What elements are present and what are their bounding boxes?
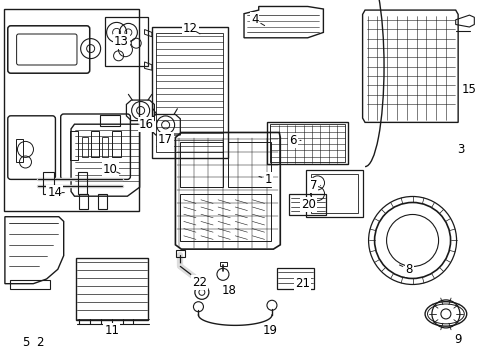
Text: 7: 7 [310,179,318,192]
Text: 10: 10 [103,163,118,176]
Bar [16,139,23,162]
Bar [267,122,348,164]
Bar [4,9,139,211]
Text: 6: 6 [289,134,297,147]
Text: 13: 13 [114,35,129,48]
Text: 16: 16 [139,118,153,131]
Text: 1: 1 [265,173,272,186]
Bar [105,17,148,66]
Bar [91,131,99,157]
Bar [156,33,223,152]
Bar [10,280,50,289]
Bar [220,262,227,266]
Text: 12: 12 [183,22,197,35]
Bar [176,250,185,257]
Text: 8: 8 [405,263,413,276]
Text: 22: 22 [193,276,207,289]
Text: 19: 19 [263,324,278,337]
Text: 21: 21 [295,277,310,290]
Bar [79,194,88,209]
Bar [311,174,358,213]
Text: 3: 3 [457,143,465,156]
Bar [152,27,228,158]
Text: 20: 20 [301,198,316,211]
Bar [306,170,363,217]
Bar [277,268,314,289]
Text: 18: 18 [222,284,237,297]
Bar [82,137,88,157]
Text: 2: 2 [36,336,44,349]
Bar [70,131,78,160]
Text: 4: 4 [251,13,259,26]
Bar [180,194,271,241]
Bar [270,124,345,162]
Bar [289,194,326,215]
Text: 9: 9 [454,333,462,346]
Bar [228,142,271,187]
Text: 15: 15 [462,83,477,96]
Bar [180,142,223,187]
Bar [76,258,148,320]
Text: 5: 5 [22,336,29,349]
Bar [100,115,120,126]
Bar [98,194,107,209]
Text: 14: 14 [48,186,62,199]
Bar [102,137,108,157]
Text: 17: 17 [158,133,173,146]
Bar [112,131,121,157]
Text: 11: 11 [104,324,119,337]
